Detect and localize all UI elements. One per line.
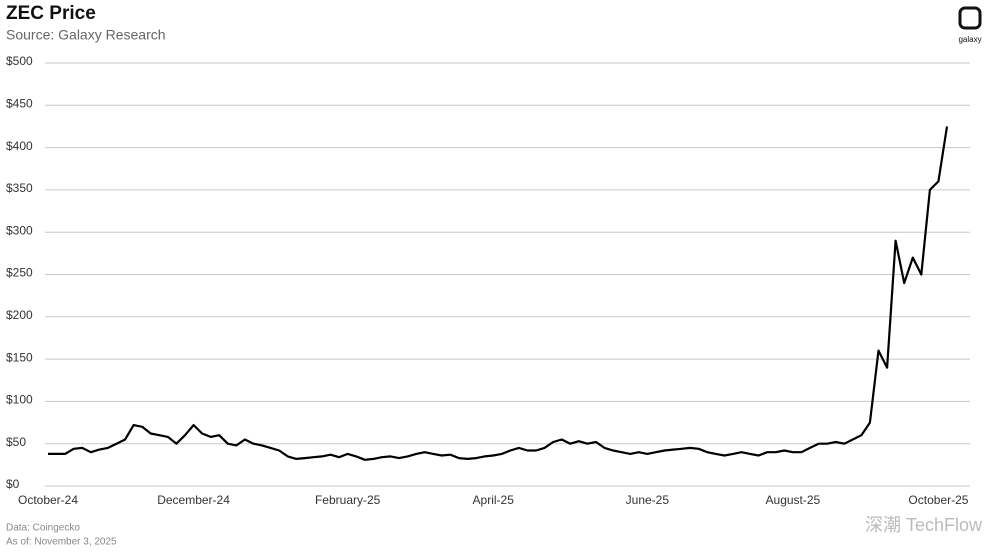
price-line <box>48 126 949 461</box>
x-tick-label: December-24 <box>157 493 230 507</box>
y-tick-label: $400 <box>6 139 33 153</box>
y-tick-label: $300 <box>6 223 33 237</box>
y-tick-label: $350 <box>6 181 33 195</box>
logo-icon <box>958 6 982 30</box>
note: Data: Coingecko <box>6 523 80 534</box>
chart-title: ZEC Price <box>6 3 96 24</box>
y-tick-label: $200 <box>6 308 33 322</box>
y-tick-label: $250 <box>6 266 33 280</box>
x-tick-label: October-25 <box>908 493 968 507</box>
x-tick-label: August-25 <box>766 493 821 507</box>
y-tick-label: $500 <box>6 54 33 68</box>
watermark: 深潮 TechFlow <box>865 515 983 535</box>
x-tick-label: June-25 <box>626 493 670 507</box>
x-tick-label: October-24 <box>18 493 78 507</box>
x-tick-label: April-25 <box>473 493 515 507</box>
y-tick-label: $100 <box>6 393 33 407</box>
y-tick-label: $450 <box>6 96 33 110</box>
y-tick-label: $150 <box>6 350 33 364</box>
logo-text: galaxy <box>958 35 981 44</box>
chart-subtitle: Source: Galaxy Research <box>6 27 166 43</box>
x-tick-label: February-25 <box>315 493 381 507</box>
y-tick-label: $50 <box>6 435 26 449</box>
note: As of: November 3, 2025 <box>6 537 117 548</box>
y-tick-label: $0 <box>6 477 20 491</box>
